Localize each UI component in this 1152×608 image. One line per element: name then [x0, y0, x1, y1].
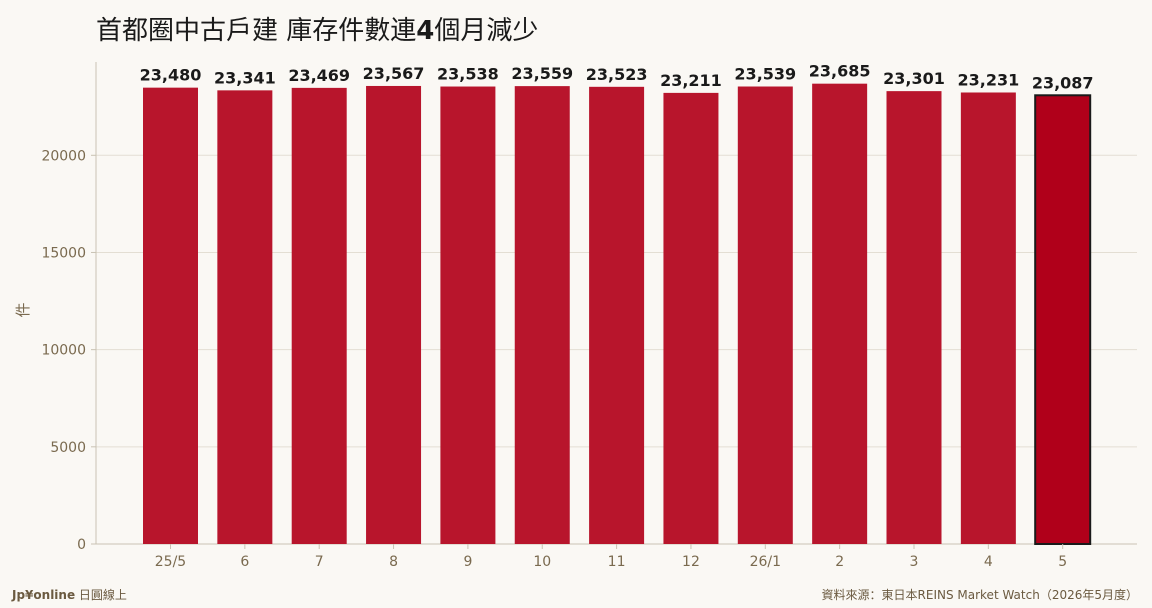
footer-brand: Jp¥online 日圓線上: [12, 586, 127, 603]
bar-value-label: 23,087: [1032, 73, 1094, 92]
y-tick-label: 20000: [41, 148, 86, 164]
x-tick-label: 7: [315, 554, 324, 570]
bar-value-label: 23,567: [363, 64, 425, 83]
x-tick-label: 11: [608, 554, 626, 570]
bar-value-label: 23,211: [660, 71, 722, 90]
bar-highlight: [1034, 94, 1092, 546]
bar-value-label: 23,231: [957, 70, 1019, 89]
bar-value-label: 23,559: [511, 64, 573, 83]
chart-title-suffix: 個月減少: [434, 16, 539, 46]
brand-name: Jp¥online: [12, 588, 76, 602]
source-note: 資料來源：東日本REINS Market Watch（2026年5月度）: [821, 588, 1138, 602]
bar: [514, 86, 570, 544]
bar-value-label: 23,301: [883, 69, 945, 88]
chart-title: 首都圈中古戶建 庫存件數連4個月減少: [96, 10, 538, 47]
bar-value-label: 23,523: [586, 65, 648, 84]
x-tick-label: 25/5: [155, 554, 186, 570]
x-tick-label: 26/1: [750, 554, 781, 570]
bar-value-label: 23,480: [140, 66, 202, 85]
bar: [366, 85, 422, 544]
y-axis-label: 件: [14, 302, 32, 317]
y-tick-label: 0: [77, 537, 86, 553]
bar-value-label: 23,469: [288, 66, 350, 85]
x-tick-label: 5: [1058, 554, 1067, 570]
x-tick-label: 9: [463, 554, 472, 570]
y-tick-label: 10000: [41, 343, 86, 359]
bar: [589, 86, 645, 544]
bar-value-label: 23,341: [214, 68, 276, 87]
bar: [812, 83, 868, 544]
bar: [737, 86, 793, 544]
bar: [886, 91, 942, 544]
chart-title-highlight: 4: [416, 16, 435, 46]
y-tick-label: 15000: [41, 245, 86, 261]
x-tick-label: 6: [240, 554, 249, 570]
bar: [217, 90, 273, 544]
x-tick-label: 4: [984, 554, 993, 570]
x-tick-label: 2: [835, 554, 844, 570]
x-tick-label: 3: [910, 554, 919, 570]
bar-value-label: 23,539: [734, 65, 796, 84]
bar: [143, 87, 198, 544]
brand-suffix: 日圓線上: [75, 588, 127, 602]
chart-title-prefix: 首都圈中古戶建 庫存件數連: [96, 16, 417, 46]
bar-value-label: 23,538: [437, 65, 499, 84]
bar: [960, 92, 1016, 545]
x-tick-label: 8: [389, 554, 398, 570]
x-tick-label: 10: [533, 554, 551, 570]
bar: [291, 87, 347, 545]
bar-value-label: 23,685: [809, 62, 871, 81]
y-tick-label: 5000: [50, 440, 86, 456]
bar: [663, 92, 719, 544]
x-tick-label: 12: [682, 554, 700, 570]
bar: [440, 86, 496, 544]
